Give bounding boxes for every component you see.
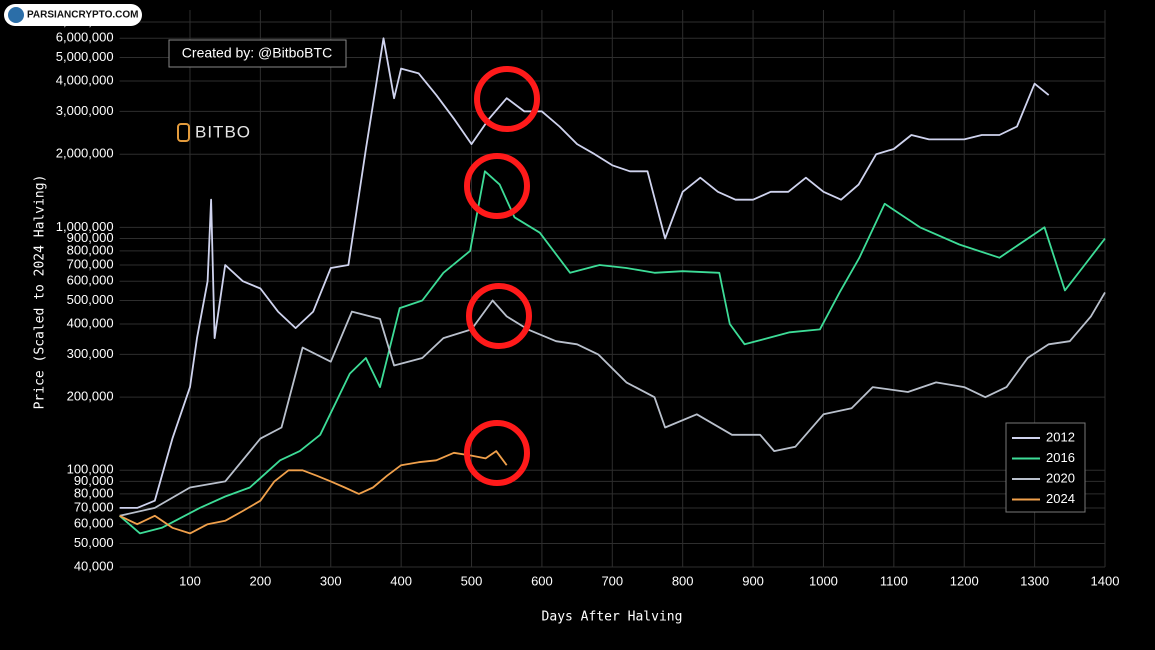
lines — [119, 37, 1106, 535]
series-line — [119, 450, 508, 535]
x-tick-label: 1200 — [950, 573, 979, 588]
annotation-box — [168, 39, 347, 68]
series-line — [119, 37, 1050, 509]
x-tick-label: 100 — [179, 573, 201, 588]
y-axis-label: Price (Scaled to 2024 Halving) — [33, 175, 48, 410]
x-tick-label: 1300 — [1020, 573, 1049, 588]
y-tick-label: 700,000 — [67, 256, 114, 271]
x-tick-label: 1000 — [809, 573, 838, 588]
y-tick-label: 600,000 — [67, 273, 114, 288]
highlight-circle — [474, 66, 540, 132]
y-tick-label: 500,000 — [67, 292, 114, 307]
y-tick-label: 80,000 — [74, 485, 114, 500]
y-tick-label: 4,000,000 — [56, 72, 114, 87]
x-tick-label: 200 — [250, 573, 272, 588]
highlight-circles — [464, 66, 540, 486]
watermark: PARSIANCRYPTO.COM — [27, 10, 139, 21]
x-tick-label: 900 — [742, 573, 764, 588]
y-tick-label: 3,000,000 — [56, 103, 114, 118]
y-tick-label: 2,000,000 — [56, 146, 114, 161]
y-tick-label: 50,000 — [74, 535, 114, 550]
y-tick-label: 1,000,000 — [56, 219, 114, 234]
series-line — [119, 291, 1106, 517]
y-tick-label: 40,000 — [74, 558, 114, 573]
legend — [1005, 422, 1086, 513]
y-tick-label: 6,000,000 — [56, 30, 114, 45]
y-tick-label: 100,000 — [67, 462, 114, 477]
x-tick-label: 1100 — [880, 573, 908, 588]
y-tick-label: 60,000 — [74, 516, 114, 531]
x-tick-label: 300 — [320, 573, 342, 588]
legend-label: 2020 — [1046, 470, 1075, 485]
grid: 40,000 50,000 60,000 70,00080,00090,000100,… — [56, 10, 1120, 588]
series-line — [119, 170, 1106, 535]
x-tick-label: 700 — [601, 573, 623, 588]
watermark-box — [4, 4, 142, 26]
y-tick-label: 800,000 — [67, 242, 114, 257]
logo-icon — [177, 123, 190, 142]
highlight-circle — [464, 420, 530, 486]
x-tick-label: 1400 — [1091, 573, 1120, 588]
highlight-circle — [466, 283, 532, 349]
logo: BITBO — [195, 122, 251, 141]
legend-items: 2012 2016 2020 2024 — [1012, 429, 1075, 506]
y-tick-label: 300,000 — [67, 346, 114, 361]
y-tick-label: 5,000,000 — [56, 49, 114, 64]
x-axis-label: Days After Halving — [542, 610, 683, 625]
annotation: Created by: @BitboBTC — [182, 45, 332, 61]
y-tick-label: 70,000 — [74, 499, 114, 514]
y-tick-label: 90,000 — [74, 473, 114, 488]
x-tick-label: 400 — [390, 573, 412, 588]
x-tick-label: 500 — [461, 573, 483, 588]
y-tick-label: 900,000 — [67, 230, 114, 245]
legend-label: 2012 — [1046, 429, 1075, 444]
watermark-icon — [8, 7, 24, 23]
highlight-circle — [464, 153, 530, 219]
legend-label: 2024 — [1046, 491, 1075, 506]
x-tick-label: 600 — [531, 573, 553, 588]
x-tick-label: 800 — [672, 573, 694, 588]
legend-label: 2016 — [1046, 450, 1075, 465]
y-tick-label: 400,000 — [67, 315, 114, 330]
y-tick-label: 200,000 — [67, 389, 114, 404]
